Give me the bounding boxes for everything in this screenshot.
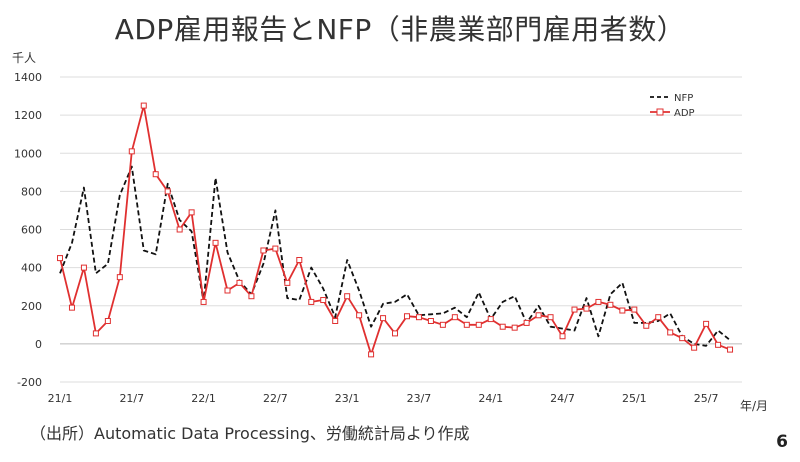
- data-point-adp: [92, 330, 99, 337]
- data-point-adp: [727, 346, 734, 353]
- series-line-nfp: [59, 165, 731, 347]
- data-point-adp: [655, 314, 662, 321]
- data-point-adp: [559, 333, 566, 340]
- y-tick-label: 1200: [14, 109, 42, 122]
- legend: NFP ADP: [650, 93, 695, 119]
- data-point-adp: [68, 304, 75, 311]
- y-tick-label: 800: [21, 185, 42, 198]
- y-tick-label: -200: [17, 376, 42, 389]
- data-point-adp: [284, 279, 291, 286]
- data-point-adp: [308, 298, 315, 305]
- data-point-adp: [80, 264, 87, 271]
- data-point-adp: [571, 306, 578, 313]
- x-tick-label: 21/7: [119, 392, 144, 405]
- data-point-adp: [200, 298, 207, 305]
- data-point-adp: [57, 255, 63, 262]
- data-point-adp: [439, 321, 446, 328]
- data-point-adp: [643, 322, 650, 329]
- x-tick-label: 21/1: [48, 392, 73, 405]
- data-point-adp: [463, 321, 470, 328]
- data-point-adp: [607, 301, 614, 308]
- data-point-adp: [320, 297, 327, 304]
- data-point-adp: [427, 318, 434, 324]
- x-tick-label: 22/7: [263, 392, 288, 405]
- data-point-adp: [547, 314, 554, 321]
- x-axis-ticks: 21/1 21/7 22/1 22/7 23/1 23/7 24/1 24/7 25/1 25/7: [48, 392, 719, 405]
- data-point-adp: [272, 245, 279, 252]
- data-point-adp: [236, 279, 243, 286]
- x-axis-unit-label: 年/月: [740, 399, 768, 413]
- legend-adp-label: ADP: [674, 108, 695, 119]
- data-point-adp: [415, 314, 422, 321]
- x-tick-label: 23/1: [335, 392, 360, 405]
- data-point-adp: [260, 247, 267, 254]
- data-point-adp: [487, 316, 494, 323]
- data-point-adp: [715, 341, 722, 348]
- data-point-adp: [128, 148, 135, 155]
- gridlines: [60, 76, 742, 383]
- data-point-adp: [296, 257, 303, 263]
- data-point-adp: [356, 312, 363, 319]
- y-tick-label: 1000: [14, 147, 42, 160]
- data-point-adp: [475, 321, 482, 328]
- x-tick-label: 24/7: [550, 392, 575, 405]
- source-note: （出所）Automatic Data Processing、労働統計局より作成: [30, 424, 470, 443]
- data-point-adp: [679, 335, 686, 342]
- legend-adp-marker: [656, 108, 664, 116]
- data-point-adp: [619, 307, 626, 314]
- data-point-adp: [176, 226, 183, 233]
- x-tick-label: 23/7: [407, 392, 432, 405]
- y-axis-ticks: -200 0 200 400 600 800 1000 1200 1400: [14, 71, 42, 389]
- data-point-adp: [523, 319, 530, 326]
- data-point-adp: [248, 293, 255, 300]
- data-point-adp: [583, 305, 590, 312]
- page-number: 6: [776, 432, 788, 452]
- data-point-adp: [332, 318, 339, 324]
- y-tick-label: 400: [21, 262, 42, 275]
- x-tick-label: 22/1: [191, 392, 216, 405]
- data-point-adp: [392, 330, 399, 337]
- legend-nfp-label: NFP: [674, 93, 693, 104]
- data-point-adp: [212, 239, 219, 246]
- data-point-adp: [344, 293, 351, 300]
- x-tick-label: 25/7: [694, 392, 719, 405]
- data-point-adp: [152, 171, 159, 178]
- data-point-adp: [380, 315, 387, 322]
- data-point-adp: [511, 324, 518, 331]
- y-tick-label: 0: [35, 338, 42, 351]
- data-point-adp: [451, 314, 458, 321]
- y-tick-label: 200: [21, 300, 42, 313]
- data-point-adp: [164, 188, 171, 195]
- page-title: ADP雇用報告とNFP（非農業部門雇用者数）: [114, 13, 686, 46]
- x-tick-label: 24/1: [478, 392, 503, 405]
- series-layer: [57, 102, 734, 358]
- data-point-adp: [224, 287, 231, 294]
- data-point-adp: [116, 274, 123, 281]
- data-point-adp: [691, 344, 698, 351]
- x-tick-label: 25/1: [622, 392, 647, 405]
- data-point-adp: [595, 298, 602, 305]
- data-point-adp: [368, 351, 375, 358]
- y-axis-unit-label: 千人: [12, 51, 36, 65]
- data-point-adp: [631, 306, 638, 313]
- data-point-adp: [499, 323, 506, 330]
- y-tick-label: 600: [21, 224, 42, 237]
- y-tick-label: 1400: [14, 71, 42, 84]
- data-point-adp: [140, 102, 147, 109]
- data-point-adp: [403, 313, 410, 320]
- data-point-adp: [703, 320, 710, 327]
- data-point-adp: [188, 209, 195, 216]
- data-point-adp: [535, 312, 542, 319]
- data-point-adp: [104, 318, 111, 324]
- data-point-adp: [667, 329, 674, 336]
